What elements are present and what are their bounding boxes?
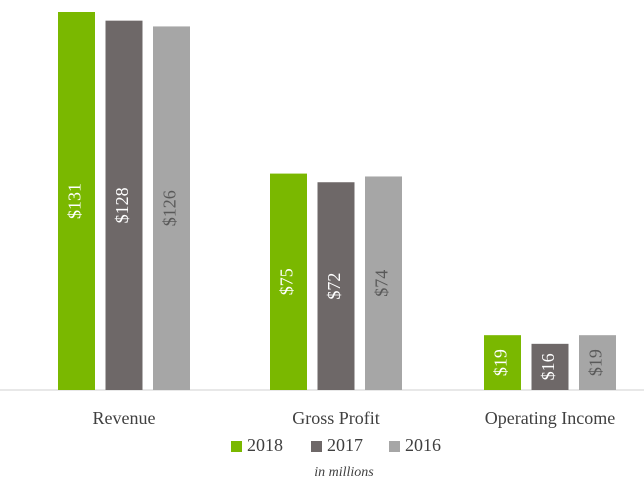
bar — [484, 335, 521, 390]
bar — [317, 182, 355, 390]
legend-swatch — [389, 441, 400, 452]
legend-swatch — [311, 441, 322, 452]
data-label: $19 — [586, 349, 606, 376]
bar — [365, 176, 402, 390]
data-label: $16 — [538, 353, 558, 380]
note: in millions — [314, 465, 374, 480]
data-label: $19 — [491, 349, 511, 376]
data-label: $131 — [65, 183, 85, 219]
legend-swatch — [231, 441, 242, 452]
data-label: $74 — [372, 270, 392, 297]
legend-label: 2016 — [405, 435, 441, 455]
legend-label: 2018 — [247, 435, 283, 455]
bar — [153, 26, 190, 390]
bar — [270, 173, 307, 390]
bar — [531, 343, 569, 390]
data-label: $72 — [324, 273, 344, 300]
data-label: $126 — [160, 190, 180, 226]
bar — [579, 335, 616, 390]
x-tick-label: Gross Profit — [292, 408, 380, 428]
data-label: $75 — [277, 268, 297, 295]
bar — [58, 12, 95, 390]
x-tick-label: Revenue — [93, 408, 156, 428]
bar — [105, 20, 143, 390]
data-label: $128 — [112, 187, 132, 223]
x-tick-label: Operating Income — [485, 408, 615, 428]
legend-label: 2017 — [327, 435, 363, 455]
